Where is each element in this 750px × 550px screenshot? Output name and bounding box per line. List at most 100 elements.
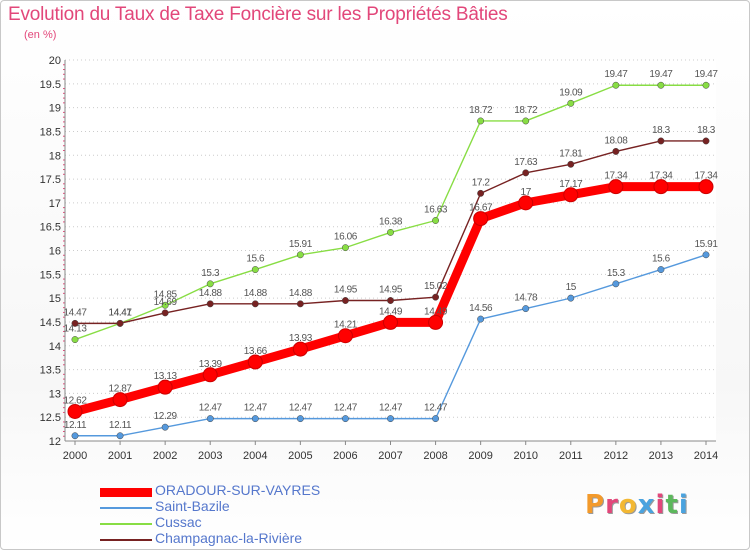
data-point — [567, 160, 575, 168]
x-tick-label: 2009 — [468, 450, 492, 462]
x-tick-label: 2007 — [378, 450, 402, 462]
data-point — [337, 328, 353, 344]
data-point — [477, 189, 485, 197]
y-tick-label: 13.5 — [40, 365, 61, 377]
data-point — [247, 354, 263, 370]
data-point — [206, 300, 214, 308]
y-tick-label: 18 — [49, 150, 61, 162]
data-point — [116, 432, 124, 440]
data-point — [251, 266, 259, 273]
data-point — [202, 367, 218, 383]
y-tick-label: 16 — [49, 246, 61, 258]
data-label: 15.3 — [201, 268, 220, 279]
data-label: 14.85 — [154, 289, 178, 300]
data-label: 15.02 — [424, 281, 448, 292]
data-label: 19.09 — [559, 87, 583, 98]
data-label: 12.11 — [64, 420, 87, 431]
data-point — [522, 305, 530, 313]
data-point — [657, 137, 665, 145]
data-point — [657, 81, 665, 89]
y-tick-label: 19 — [49, 103, 61, 115]
y-tick-label: 13 — [49, 388, 61, 400]
data-point — [161, 301, 169, 309]
data-label: 16.06 — [334, 232, 358, 243]
data-point — [71, 319, 79, 327]
data-point — [341, 244, 349, 252]
data-point — [71, 432, 79, 440]
data-point — [161, 309, 169, 317]
x-tick-label: 2012 — [604, 450, 628, 462]
data-label: 18.72 — [514, 105, 538, 116]
data-label: 19.47 — [649, 69, 673, 80]
y-tick-label: 17.5 — [40, 174, 61, 186]
x-tick-label: 2014 — [694, 450, 718, 462]
data-label: 14.49 — [424, 306, 448, 317]
data-point — [657, 266, 665, 273]
data-label: 15.91 — [289, 239, 313, 250]
x-tick-label: 2006 — [333, 450, 357, 462]
data-label: 13.39 — [199, 359, 223, 370]
data-point — [206, 280, 214, 288]
data-label: 12.47 — [424, 403, 448, 414]
data-point — [206, 415, 214, 423]
x-tick-label: 2008 — [423, 450, 447, 462]
data-label: 12.47 — [334, 403, 358, 414]
y-tick-label: 12 — [49, 436, 61, 448]
data-point — [67, 403, 83, 419]
data-point — [161, 423, 169, 431]
x-tick-label: 2002 — [153, 450, 177, 462]
data-label: 14.69 — [154, 297, 178, 308]
data-point — [432, 415, 440, 423]
y-tick-label: 17 — [49, 198, 61, 210]
data-point — [296, 251, 304, 259]
data-label: 14.49 — [379, 306, 403, 317]
x-tick-label: 2000 — [63, 450, 87, 462]
data-point — [567, 294, 575, 302]
y-unit-label: (en %) — [24, 29, 57, 41]
data-label: 12.29 — [154, 411, 178, 422]
data-label: 18.3 — [697, 125, 716, 136]
y-tick-label: 18.5 — [40, 126, 61, 138]
data-label: 13.66 — [244, 346, 268, 357]
y-tick-label: 20 — [49, 55, 61, 67]
data-label: 12.47 — [199, 403, 223, 414]
data-point — [518, 195, 534, 211]
data-point — [251, 300, 259, 308]
legend-label: Cussac — [155, 514, 202, 530]
data-label: 14.88 — [199, 288, 223, 299]
data-point — [341, 297, 349, 304]
x-tick-label: 2004 — [243, 450, 267, 462]
data-point — [563, 187, 579, 203]
data-point — [702, 137, 710, 145]
data-label: 14.47 — [109, 307, 133, 318]
data-label: 14.88 — [289, 288, 313, 299]
y-tick-label: 14 — [49, 341, 61, 353]
data-point — [653, 179, 669, 195]
data-point — [702, 81, 710, 89]
data-label: 14.78 — [514, 293, 538, 304]
data-label: 16.63 — [424, 204, 448, 215]
data-label: 14.95 — [334, 285, 358, 296]
data-point — [157, 379, 173, 395]
line-chart: 12 12.5 13 13.5 14 14.5 15 15.5 16 16.5 17 17.5 18 18… — [40, 55, 719, 462]
data-point — [292, 341, 308, 357]
x-tick-label: 2003 — [198, 450, 222, 462]
legend-label: Saint-Bazile — [155, 498, 230, 514]
data-label: 17.2 — [472, 177, 491, 188]
data-label: 17.34 — [694, 171, 718, 182]
data-point — [698, 179, 714, 195]
data-label: 12.11 — [109, 420, 132, 431]
x-tick-label: 2013 — [649, 450, 673, 462]
data-label: 17.17 — [559, 179, 583, 190]
legend-label: Champagnac-la-Rivière — [155, 530, 303, 546]
data-label: 14.88 — [244, 288, 268, 299]
data-label: 14.41 — [109, 307, 133, 318]
data-point — [473, 211, 489, 227]
data-label: 14.56 — [469, 303, 493, 314]
y-tick-label: 15 — [49, 293, 61, 305]
data-label: 17 — [521, 187, 532, 198]
y-tick-label: 14.5 — [40, 317, 61, 329]
data-point — [251, 415, 259, 423]
chart-title: Evolution du Taux de Taxe Foncière sur l… — [8, 4, 508, 25]
data-label: 16.38 — [379, 216, 403, 227]
